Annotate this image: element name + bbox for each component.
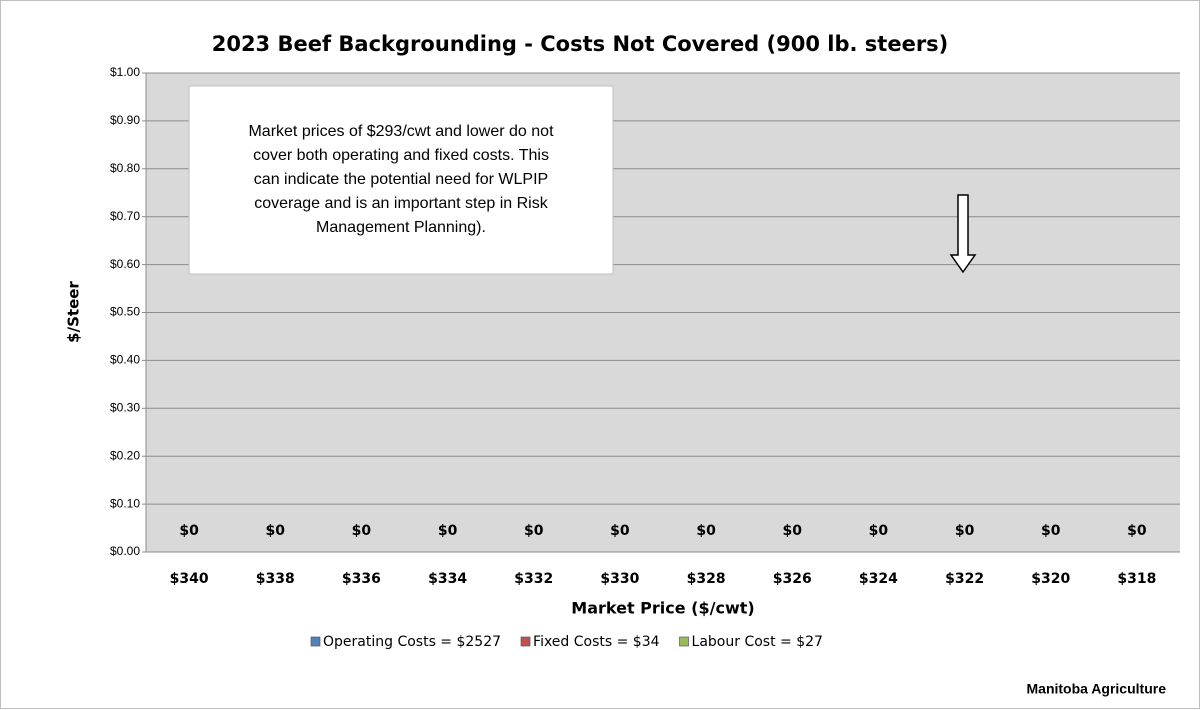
- y-tick-label: $0.30: [110, 400, 140, 414]
- x-tick-label: $324: [859, 571, 898, 587]
- annotation-line: coverage and is an important step in Ris…: [254, 195, 548, 212]
- legend-swatch: [310, 636, 321, 647]
- data-label: $0: [783, 523, 803, 539]
- annotation-line: can indicate the potential need for WLPI…: [254, 171, 548, 188]
- y-tick-label: $0.00: [110, 544, 140, 558]
- annotation-line: Management Planning).: [316, 219, 486, 236]
- data-label: $0: [955, 523, 975, 539]
- y-tick-label: $0.90: [110, 113, 140, 127]
- arrow: [949, 194, 977, 274]
- legend-label: Fixed Costs = $34: [533, 634, 660, 650]
- y-tick-label: $0.10: [110, 496, 140, 510]
- y-tick-label: $0.40: [110, 353, 140, 367]
- legend-swatch: [679, 636, 689, 647]
- x-tick-label: $340: [170, 571, 209, 587]
- x-tick-label: $326: [773, 571, 812, 587]
- y-axis-label: $/Steer: [65, 281, 83, 343]
- y-tick-label: $0.20: [110, 448, 140, 462]
- x-tick-label: $322: [945, 571, 984, 587]
- data-label: $0: [1127, 523, 1147, 539]
- data-label: $0: [696, 523, 716, 539]
- y-tick-label: $0.80: [110, 161, 140, 175]
- data-label: $0: [438, 523, 458, 539]
- x-tick-label: $320: [1031, 571, 1070, 587]
- annotation-line: cover both operating and fixed costs. Th…: [253, 147, 549, 164]
- x-tick-label: $338: [256, 571, 295, 587]
- legend-swatch: [520, 636, 531, 647]
- y-tick-label: $0.70: [110, 209, 140, 223]
- data-label: $0: [266, 523, 286, 539]
- annotation-line: Market prices of $293/cwt and lower do n…: [248, 123, 554, 140]
- y-tick-label: $1.00: [110, 65, 140, 79]
- x-tick-label: $330: [600, 571, 639, 587]
- data-label: $0: [179, 523, 199, 539]
- x-axis-label: Market Price ($/cwt): [571, 599, 754, 618]
- x-tick-label: $334: [428, 571, 467, 587]
- x-tick-label: $336: [342, 571, 381, 587]
- footer: Manitoba Agriculture: [1027, 681, 1167, 697]
- y-tick-label: $0.60: [110, 257, 140, 271]
- annotation-box: [188, 85, 614, 275]
- data-label: $0: [869, 523, 889, 539]
- data-label: $0: [610, 523, 630, 539]
- x-tick-label: $318: [1117, 571, 1156, 587]
- data-label: $0: [352, 523, 372, 539]
- y-tick-label: $0.50: [110, 305, 140, 319]
- legend-label: Labour Cost = $27: [692, 634, 823, 650]
- x-tick-label: $328: [687, 571, 726, 587]
- data-label: $0: [1041, 523, 1061, 539]
- legend-label: Operating Costs = $2527: [323, 634, 501, 650]
- data-label: $0: [524, 523, 544, 539]
- x-tick-label: $332: [514, 571, 553, 587]
- chart-title: 2023 Beef Backgrounding - Costs Not Cove…: [212, 32, 949, 56]
